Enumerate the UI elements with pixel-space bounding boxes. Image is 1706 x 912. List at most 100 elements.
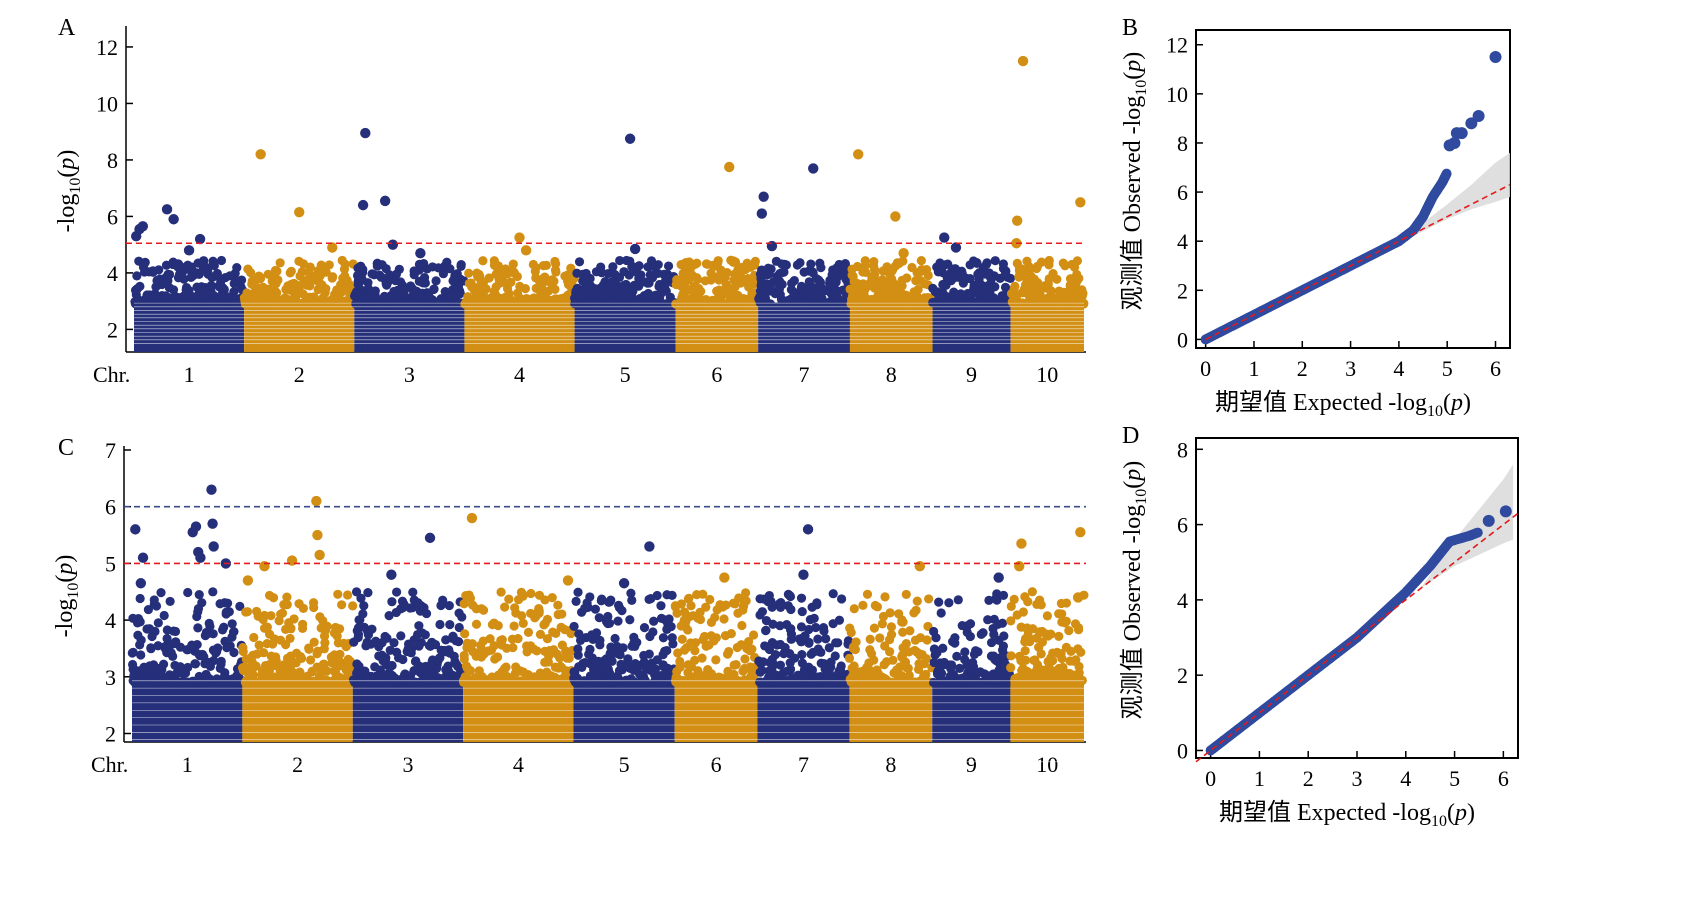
- qq-point: [1472, 527, 1483, 538]
- chr-3-point: [361, 641, 371, 651]
- chr-3-point: [382, 276, 392, 286]
- chr-1-point: [164, 293, 174, 303]
- chr-4-point: [459, 675, 469, 686]
- chr-10-point: [1018, 663, 1028, 674]
- chr-7-point: [796, 622, 807, 632]
- qq-outlier-6: [1489, 51, 1502, 64]
- x-axis-title-close: ): [1463, 390, 1471, 416]
- chr-9-point: [962, 299, 973, 309]
- chr-3-point: [384, 610, 394, 621]
- chr-3-point: [406, 281, 416, 291]
- chr-2-point: [348, 601, 358, 611]
- x-tick-label-3: 3: [1352, 766, 1363, 791]
- top-point-33: [1017, 55, 1029, 67]
- chr-3-point: [419, 258, 429, 269]
- chr-2-point: [313, 266, 323, 276]
- chr-3-point: [453, 637, 464, 647]
- chr-8-point: [913, 284, 923, 295]
- chr-1-point: [231, 677, 242, 687]
- chr-8-point: [905, 626, 915, 636]
- chr-2-point: [305, 655, 316, 665]
- chr-7-point: [811, 283, 821, 293]
- chr-8-point: [889, 668, 899, 678]
- chr-6-point: [692, 258, 702, 268]
- top-point-12: [360, 127, 371, 139]
- chr-5-point: [605, 648, 615, 659]
- chr-3-point: [442, 257, 452, 267]
- chr-8-point: [848, 644, 858, 654]
- x-tick-label-1: 1: [1254, 766, 1265, 791]
- chr-1-point: [153, 292, 163, 303]
- chr-10-point: [1028, 282, 1038, 293]
- chr-9-point: [976, 280, 987, 290]
- chr-3-point: [396, 631, 406, 641]
- chr-5-point: [640, 277, 650, 287]
- chr-3-point: [418, 278, 428, 288]
- chr-2-point: [251, 275, 261, 285]
- chr-3-point: [433, 263, 444, 273]
- chr-8-point: [910, 291, 920, 301]
- top-point-8: [255, 149, 266, 160]
- chr-1-point: [165, 596, 175, 607]
- x-axis-title: 期望值 Expected -log10(p): [1215, 389, 1471, 420]
- chr-7-point: [782, 666, 792, 676]
- chr-5-point: [611, 285, 621, 295]
- chr-6-point: [695, 614, 706, 625]
- chr-4-point: [547, 593, 557, 603]
- chr-6-point: [683, 594, 694, 604]
- chr-5-point: [574, 257, 585, 267]
- expected-line: [1205, 183, 1511, 341]
- chr-2-point: [337, 600, 347, 610]
- chr-2-point: [275, 258, 285, 268]
- chr-3-point: [396, 277, 406, 287]
- y-axis-title-close: ): [52, 555, 78, 563]
- chr-7-dense-band: [758, 302, 850, 352]
- chr-8-point: [890, 299, 900, 309]
- chr-6-point: [742, 258, 752, 268]
- x-axis-title-suffix: (: [1447, 800, 1455, 826]
- chr-1-point: [183, 662, 193, 673]
- x-axis-title-sub: 10: [1431, 813, 1447, 830]
- chr-8-point: [894, 258, 904, 269]
- top-point-6: [195, 552, 206, 563]
- y-tick-label-4: 6: [105, 495, 116, 520]
- chr-3-point: [351, 298, 361, 309]
- chr-5-point: [650, 299, 660, 309]
- chr-7-point: [775, 621, 785, 631]
- chr-1-point: [140, 677, 151, 687]
- top-point-19: [466, 512, 478, 524]
- chr-2-point: [312, 662, 322, 672]
- chr-7-point: [768, 619, 778, 629]
- y-tick-label-3: 5: [105, 551, 116, 576]
- chr-7-point: [767, 665, 777, 675]
- chr-3-point: [354, 275, 364, 285]
- chr-9-point: [929, 644, 939, 654]
- chr-2-point: [324, 260, 334, 270]
- chr-6-point: [702, 259, 712, 269]
- chr-10-point: [1042, 294, 1053, 304]
- chr-2-point: [252, 649, 262, 659]
- chr-8-point: [865, 634, 875, 644]
- chr-1-point: [223, 598, 233, 608]
- chr-4-point: [561, 646, 571, 656]
- chr-7-point: [783, 589, 793, 599]
- chr-7-point: [787, 278, 797, 288]
- y-tick-label-1: 2: [1177, 663, 1188, 688]
- chr-3-point: [420, 630, 430, 640]
- chr-9-point: [984, 595, 994, 605]
- chr-10-point: [1032, 261, 1043, 271]
- chr-6-point: [711, 655, 721, 665]
- chr-8-point: [924, 594, 934, 604]
- top-point-4: [168, 214, 179, 225]
- chr-1-point: [235, 601, 245, 611]
- y-tick-label-1: 3: [105, 665, 116, 690]
- top-point-30: [950, 242, 962, 253]
- chr-8-point: [886, 622, 897, 632]
- chr-2-point: [283, 677, 293, 687]
- chr-1-point: [144, 624, 155, 634]
- chr-4-point: [535, 668, 545, 678]
- chr-4-point: [466, 278, 476, 288]
- chr-1-point: [128, 613, 138, 623]
- chr-10-point: [1054, 609, 1064, 619]
- top-point-19: [629, 243, 641, 255]
